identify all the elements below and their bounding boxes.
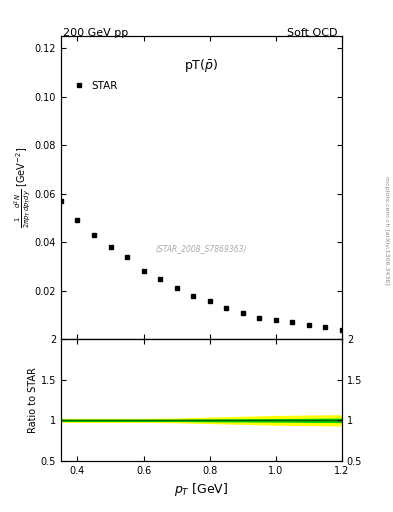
STAR [59, 198, 63, 204]
STAR [241, 310, 245, 316]
Text: pT($\bar{p}$): pT($\bar{p}$) [184, 57, 219, 74]
Legend: STAR: STAR [72, 77, 121, 94]
STAR [108, 244, 113, 250]
STAR [208, 297, 212, 304]
Text: mcplots.cern.ch [arXiv:1306.3436]: mcplots.cern.ch [arXiv:1306.3436] [384, 176, 389, 285]
STAR [92, 232, 96, 238]
STAR [75, 217, 80, 223]
STAR [224, 305, 229, 311]
Y-axis label: Ratio to STAR: Ratio to STAR [28, 367, 38, 433]
Text: Soft QCD: Soft QCD [288, 28, 338, 38]
STAR [191, 292, 195, 298]
STAR [125, 254, 129, 260]
STAR [307, 322, 311, 328]
STAR [274, 317, 278, 323]
STAR [257, 314, 262, 321]
STAR [158, 275, 162, 282]
Y-axis label: $\frac{1}{2\pi p_T}\frac{d^2N}{dp_T dy}$ [GeV$^{-2}$]: $\frac{1}{2\pi p_T}\frac{d^2N}{dp_T dy}$… [13, 147, 33, 228]
Text: 200 GeV pp: 200 GeV pp [63, 28, 128, 38]
STAR [323, 324, 328, 330]
STAR [174, 285, 179, 291]
X-axis label: $p_T$ [GeV]: $p_T$ [GeV] [174, 481, 229, 498]
Text: (STAR_2008_S7869363): (STAR_2008_S7869363) [156, 244, 247, 253]
STAR [290, 319, 295, 326]
Line: STAR: STAR [59, 199, 344, 332]
STAR [340, 327, 344, 333]
STAR [141, 268, 146, 274]
